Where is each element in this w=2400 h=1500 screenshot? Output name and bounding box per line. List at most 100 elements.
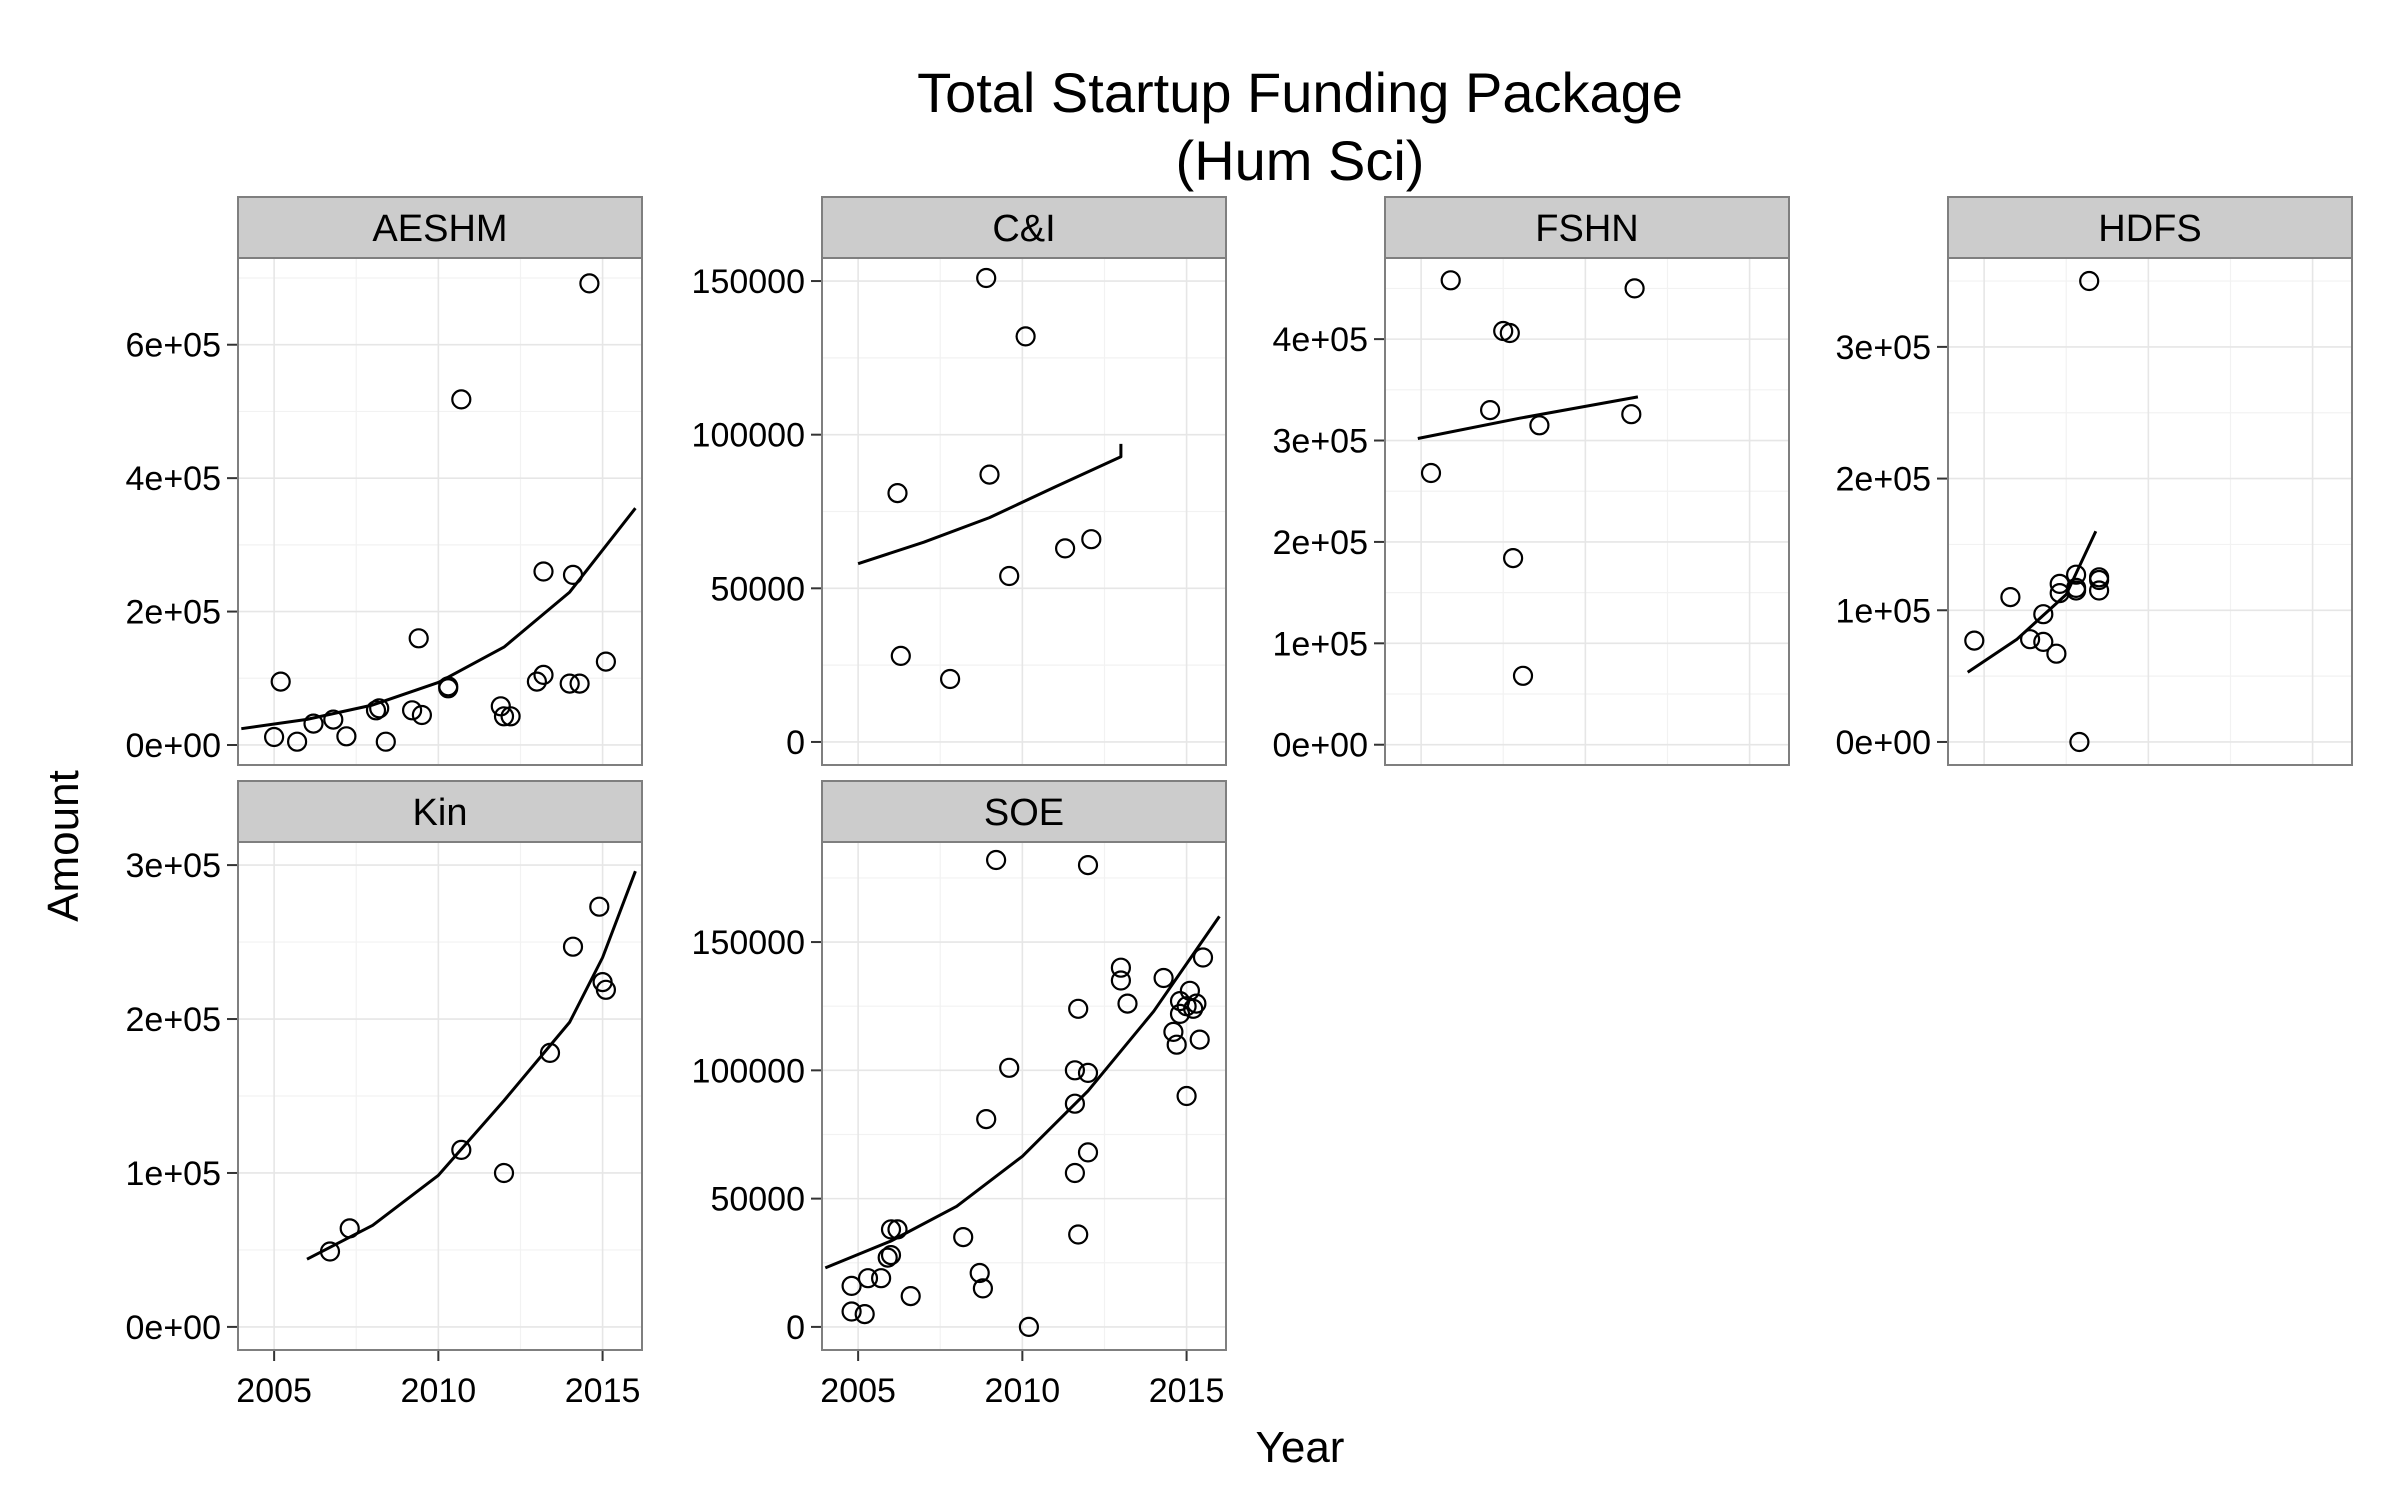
data-point xyxy=(336,726,357,747)
data-point xyxy=(2069,731,2090,753)
data-point xyxy=(953,1226,974,1248)
y-tick-label: 4e+05 xyxy=(1273,321,1369,359)
facet-strip xyxy=(821,780,1227,843)
data-point xyxy=(451,1139,472,1161)
data-point xyxy=(539,1042,561,1064)
data-point xyxy=(579,273,600,294)
data-point xyxy=(533,561,554,582)
data-point xyxy=(1621,404,1642,425)
x-tick-label: 2015 xyxy=(565,1372,641,1410)
data-point xyxy=(1964,630,1985,651)
data-point xyxy=(493,1162,515,1184)
y-tick-label: 2e+05 xyxy=(126,594,222,632)
data-point xyxy=(451,389,472,410)
facet-hdfs: HDFS 0e+00 1e+05 2e+05 3e+05 xyxy=(1836,196,2353,766)
data-point xyxy=(1064,1162,1086,1184)
data-point xyxy=(323,709,344,730)
gridlines xyxy=(822,258,1226,765)
gridlines xyxy=(1948,258,2352,765)
facet-kin: Kin 0e+00 1e+05 2e+05 3e+05 2005 2010 2015 xyxy=(126,780,643,1410)
data-point xyxy=(562,936,584,957)
facet-panels: AESHM 0e+00 2e+05 4e+05 6e+05 C&I 0 50000 100000… xyxy=(126,196,2353,1410)
panel-border xyxy=(1947,257,2353,766)
data-point xyxy=(1153,967,1174,989)
facet-strip-label: HDFS xyxy=(2098,208,2201,250)
data-point xyxy=(887,483,908,504)
facet-strip-label: AESHM xyxy=(372,208,507,250)
facet-strip xyxy=(1947,196,2353,259)
data-point xyxy=(890,645,911,667)
panel-border xyxy=(1384,257,1790,766)
data-point xyxy=(854,1303,875,1325)
data-point xyxy=(999,565,1020,587)
fit-line xyxy=(824,915,1221,1270)
y-tick-label: 100000 xyxy=(692,1052,805,1090)
y-axis-label: Amount xyxy=(39,770,88,922)
facet-strip xyxy=(237,780,643,843)
facet-strip-label: SOE xyxy=(984,792,1064,834)
data-point xyxy=(2019,629,2041,650)
data-point xyxy=(1054,538,1076,559)
y-tick-label: 0 xyxy=(786,724,805,762)
data-point xyxy=(1018,1316,1040,1338)
y-tick-label: 100000 xyxy=(692,417,805,455)
y-tick-label: 0e+00 xyxy=(1273,727,1369,765)
data-point xyxy=(870,1268,892,1289)
data-point xyxy=(1186,993,1207,1014)
data-point xyxy=(985,849,1007,871)
gridlines xyxy=(822,842,1226,1350)
data-point xyxy=(2079,270,2100,292)
data-point xyxy=(1064,1093,1086,1114)
y-tick-label: 2e+05 xyxy=(126,1001,222,1039)
y-tick-label: 0e+00 xyxy=(126,727,222,765)
panel-background xyxy=(822,842,1226,1350)
data-point xyxy=(303,713,324,734)
data-point xyxy=(1529,415,1550,436)
y-tick-label: 3e+05 xyxy=(126,847,222,885)
y-tick-label: 50000 xyxy=(710,1181,805,1219)
data-point xyxy=(1110,970,1132,991)
data-point xyxy=(2066,580,2087,601)
data-point xyxy=(526,671,548,692)
facet-strip xyxy=(237,196,643,259)
data-point xyxy=(533,664,554,686)
facet-aeshm: AESHM 0e+00 2e+05 4e+05 6e+05 xyxy=(126,196,643,766)
data-point xyxy=(270,671,291,692)
data-point xyxy=(264,726,285,748)
data-point xyxy=(1479,400,1501,421)
data-point xyxy=(595,979,617,1000)
data-point xyxy=(375,731,396,752)
data-point xyxy=(1183,998,1204,1019)
data-point xyxy=(969,1262,990,1284)
facet-strip xyxy=(821,196,1227,259)
y-tick-label: 4e+05 xyxy=(126,460,222,498)
y-tick-label: 1e+05 xyxy=(126,1155,222,1193)
panel-background xyxy=(1948,258,2352,765)
data-point xyxy=(979,464,1000,485)
fit-line xyxy=(306,870,637,1261)
y-tick-label: 2e+05 xyxy=(1836,461,1932,499)
panel-background xyxy=(1385,258,1789,765)
y-tick-label: 0e+00 xyxy=(126,1309,222,1347)
data-point xyxy=(1077,1062,1099,1084)
gridlines xyxy=(238,842,642,1350)
data-point xyxy=(877,1247,898,1268)
panel-border xyxy=(821,257,1227,766)
data-point xyxy=(2066,564,2087,585)
data-point xyxy=(1015,326,1036,347)
data-point xyxy=(972,1278,994,1299)
data-point xyxy=(880,1244,902,1266)
data-point xyxy=(1064,1060,1086,1081)
data-point xyxy=(365,700,387,721)
y-tick-label: 1e+05 xyxy=(1836,592,1932,630)
facet-strip-label: FSHN xyxy=(1535,208,1638,250)
data-point xyxy=(595,651,617,672)
data-point xyxy=(319,1241,341,1262)
x-tick-label: 2015 xyxy=(1149,1372,1225,1410)
fit-line xyxy=(1966,530,2098,674)
panel-border xyxy=(237,841,643,1351)
data-point xyxy=(1068,998,1089,1019)
y-tick-label: 1e+05 xyxy=(1273,625,1369,663)
data-point xyxy=(857,1268,879,1289)
